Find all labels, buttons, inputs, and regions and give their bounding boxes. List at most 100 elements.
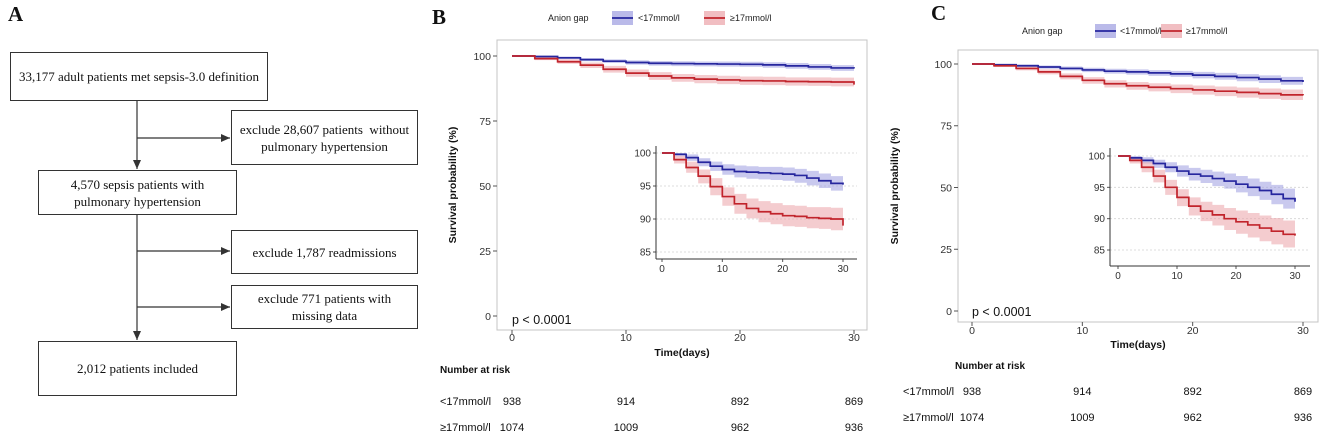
inset-y-tick-label: 95 (1094, 183, 1106, 194)
flow-box-exclude-no-ph: exclude 28,607 patients without pulmonar… (231, 110, 418, 165)
flow-text-line: exclude 28,607 patients without (239, 121, 410, 137)
risk-row-label-high-anion-gap: ≥17mmol/l (903, 412, 954, 424)
flow-text-line: exclude 1,787 readmissions (252, 244, 397, 260)
risk-row-label-low-anion-gap: <17mmol/l (903, 386, 954, 398)
risk-count: 892 (1183, 386, 1201, 398)
flow-box-exclude-readmissions: exclude 1,787 readmissions (231, 230, 418, 274)
risk-count: 936 (1294, 412, 1312, 424)
legend-label-high-anion-gap: ≥17mmol/l (1186, 26, 1227, 36)
y-tick-label: 50 (940, 182, 952, 194)
panel-label-b: B (432, 5, 447, 29)
inset-survival-curve-low-anion-gap (1118, 155, 1296, 202)
risk-count: 869 (845, 396, 863, 408)
legend-label-low-anion-gap: <17mmol/l (1120, 26, 1162, 36)
inset-survival-curve-low-anion-gap (662, 152, 844, 185)
x-tick-label: 30 (848, 332, 860, 344)
inset-y-tick-label: 100 (634, 149, 651, 160)
inset-x-tick-label: 20 (1230, 271, 1242, 282)
inset-y-tick-label: 85 (1094, 246, 1106, 257)
risk-table: Number at risk <17mmol/l 938 914 892 869 ≥17mm… (903, 361, 1312, 424)
risk-count: 914 (1073, 386, 1091, 398)
x-tick-label: 0 (509, 332, 515, 344)
y-tick-label: 0 (485, 311, 491, 323)
flow-text-line: pulmonary hypertension (261, 138, 388, 154)
x-tick-label: 20 (734, 332, 746, 344)
y-tick-label: 75 (940, 121, 952, 133)
main-survival-curve-high-anion-gap (512, 55, 855, 85)
y-tick-label: 50 (479, 181, 491, 193)
inset-x-tick-label: 0 (659, 264, 665, 275)
y-tick-label: 100 (934, 59, 952, 71)
x-tick-label: 0 (969, 325, 975, 337)
inset-x-tick-label: 10 (717, 264, 729, 275)
risk-row-label-low-anion-gap: <17mmol/l (440, 396, 491, 408)
flow-text-line: pulmonary hypertension (74, 193, 201, 209)
inset-survival-curve-high-anion-gap (662, 152, 844, 226)
inset-y-tick-label: 100 (1088, 152, 1105, 163)
flow-text-line: 2,012 patients included (77, 361, 198, 376)
y-tick-label: 75 (479, 116, 491, 128)
y-axis-label: Survival probability (%) (447, 127, 459, 244)
risk-count: 869 (1294, 386, 1312, 398)
inset-y-tick-label: 85 (640, 248, 652, 259)
legend-label-high-anion-gap: ≥17mmol/l (730, 13, 771, 23)
risk-count: 1009 (614, 422, 638, 434)
x-axis-label: Time(days) (1110, 339, 1165, 351)
risk-table-title: Number at risk (955, 361, 1025, 372)
risk-count: 962 (731, 422, 749, 434)
inset-x-tick-label: 30 (837, 264, 849, 275)
flow-text-line: 33,177 adult patients met sepsis-3.0 def… (18, 69, 260, 84)
risk-count: 914 (617, 396, 635, 408)
main-survival-curve-high-anion-gap (972, 63, 1304, 96)
inset-survival-curve-high-anion-gap (1118, 155, 1296, 236)
flowchart-arrows (133, 101, 230, 340)
x-tick-label: 10 (1076, 325, 1088, 337)
x-axis-label: Time(days) (654, 347, 709, 359)
inset-zoom-plot: 85 90 95 100 0 10 20 30 (634, 146, 857, 275)
flow-text-line: 4,570 sepsis patients with (70, 176, 205, 192)
flow-text-line: missing data (291, 308, 358, 323)
x-tick-label: 20 (1187, 325, 1199, 337)
risk-row-label-high-anion-gap: ≥17mmol/l (440, 422, 491, 434)
legend-label-low-anion-gap: <17mmol/l (638, 13, 680, 23)
risk-count: 1009 (1070, 412, 1094, 424)
flow-text-line: exclude 771 patients with (257, 291, 392, 306)
inset-y-tick-label: 90 (640, 215, 652, 226)
y-tick-label: 25 (940, 244, 952, 256)
inset-zoom-plot: 85 90 95 100 0 10 20 30 (1088, 148, 1310, 282)
legend-title: Anion gap (548, 13, 589, 23)
inset-x-tick-label: 10 (1171, 271, 1183, 282)
risk-table-title: Number at risk (440, 365, 510, 376)
legend-title: Anion gap (1022, 26, 1063, 36)
risk-count: 1074 (960, 412, 984, 424)
panel-label-a: A (8, 2, 24, 26)
panel-label-c: C (931, 1, 947, 25)
flow-box-total-patients: 33,177 adult patients met sepsis-3.0 def… (10, 52, 268, 101)
inset-y-tick-label: 90 (1094, 214, 1106, 225)
inset-x-tick-label: 0 (1115, 271, 1121, 282)
inset-x-tick-label: 20 (777, 264, 789, 275)
main-survival-curve-low-anion-gap (972, 63, 1304, 83)
risk-table: Number at risk <17mmol/l 938 914 892 869 ≥17mm… (440, 365, 863, 434)
flow-box-exclude-missing: exclude 771 patients with missing data (231, 285, 418, 329)
y-tick-label: 0 (946, 306, 952, 318)
inset-ci-band-low-anion-gap (1118, 156, 1295, 213)
x-tick-label: 10 (620, 332, 632, 344)
flow-box-ph-patients: 4,570 sepsis patients with pulmonary hyp… (38, 170, 237, 215)
main-ci-band-low-anion-gap (972, 64, 1303, 87)
y-axis-label: Survival probability (%) (889, 128, 901, 245)
inset-y-tick-label: 95 (640, 182, 652, 193)
x-tick-label: 30 (1297, 325, 1309, 337)
risk-count: 962 (1183, 412, 1201, 424)
y-tick-label: 25 (479, 246, 491, 258)
risk-count: 936 (845, 422, 863, 434)
main-survival-curve-low-anion-gap (512, 55, 855, 69)
p-value-annotation: p < 0.0001 (512, 313, 571, 327)
p-value-annotation: p < 0.0001 (972, 305, 1031, 319)
risk-count: 1074 (500, 422, 524, 434)
risk-count: 938 (503, 396, 521, 408)
